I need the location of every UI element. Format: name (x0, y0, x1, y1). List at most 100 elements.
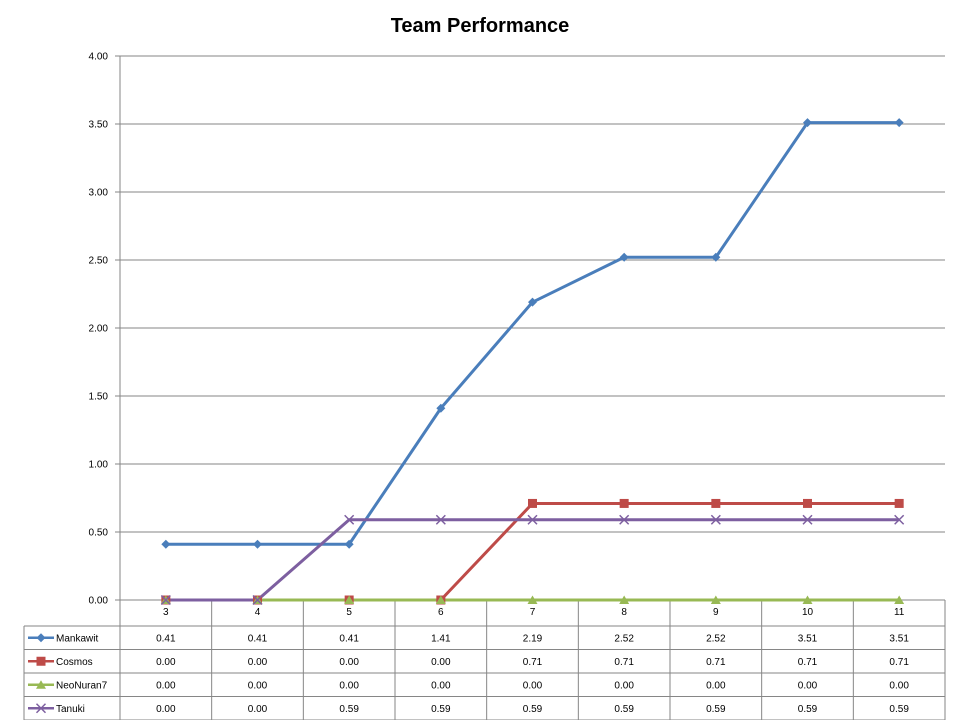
table-value-cell: 0.71 (798, 657, 818, 668)
data-point-mankawit (344, 539, 354, 549)
data-point-tanuki (344, 514, 355, 525)
data-point-neonuran7 (619, 595, 630, 604)
table-value-cell: 0.59 (431, 704, 451, 715)
table-value-cell: 0.71 (889, 657, 909, 668)
x-category-label: 7 (530, 607, 536, 618)
data-point-cosmos (894, 498, 904, 508)
marker-stroke (435, 514, 446, 525)
table-value-cell: 3.51 (889, 633, 909, 644)
data-point-neonuran7 (435, 595, 446, 604)
table-value-cell: 0.00 (523, 680, 543, 691)
table-value-cell: 0.00 (706, 680, 726, 691)
marker-stroke (710, 514, 721, 525)
table-value-cell: 0.59 (798, 704, 818, 715)
data-point-neonuran7 (894, 595, 905, 604)
legend-series-name: Cosmos (56, 657, 93, 668)
legend-key-marker (36, 633, 46, 643)
table-value-cell: 0.71 (523, 657, 543, 668)
marker-stroke (344, 514, 355, 525)
data-point-tanuki (252, 594, 263, 606)
marker-stroke (160, 594, 171, 606)
marker-stroke (35, 703, 47, 714)
y-tick-label: 3.00 (89, 188, 109, 199)
legend-key-mankawit (28, 633, 54, 643)
table-value-cell: 0.59 (706, 704, 726, 715)
table-value-cell: 0.00 (431, 680, 451, 691)
chart-title: Team Performance (391, 15, 570, 37)
x-category-label: 11 (894, 607, 905, 618)
legend-key-marker (36, 680, 46, 689)
y-tick-label: 2.50 (89, 256, 109, 267)
data-point-neonuran7 (710, 595, 721, 604)
data-point-mankawit (619, 252, 629, 262)
table-value-cell: 0.00 (156, 657, 176, 668)
table-value-cell: 0.00 (156, 704, 176, 715)
x-category-label: 4 (255, 607, 261, 618)
data-point-mankawit (711, 252, 721, 262)
series-line-mankawit (165, 121, 900, 546)
y-tick-label: 0.00 (89, 596, 109, 607)
table-value-cell: 0.00 (248, 680, 268, 691)
table-value-cell: 1.41 (431, 633, 451, 644)
data-point-tanuki (619, 514, 630, 525)
table-value-cell: 0.00 (248, 704, 268, 715)
legend-key-cosmos (28, 656, 54, 666)
marker-stroke (619, 514, 630, 525)
table-value-cell: 2.52 (614, 633, 634, 644)
marker-stroke (894, 514, 905, 525)
table-value-cell: 3.51 (798, 633, 818, 644)
table-value-cell: 0.41 (156, 633, 176, 644)
table-value-cell: 0.59 (889, 704, 909, 715)
y-tick-label: 3.50 (89, 120, 109, 131)
series-lines (165, 121, 900, 602)
data-point-tanuki (802, 514, 813, 525)
legend-key-neonuran7 (28, 680, 54, 689)
x-category-label: 8 (621, 607, 627, 618)
data-point-tanuki (527, 514, 538, 525)
data-point-neonuran7 (527, 595, 538, 604)
y-tick-label: 0.50 (89, 528, 109, 539)
x-category-label: 9 (713, 607, 719, 618)
data-point-cosmos (711, 498, 721, 508)
table-value-cell: 0.41 (339, 633, 359, 644)
marker-stroke (252, 594, 263, 606)
y-tick-label: 4.00 (89, 52, 109, 63)
legend-series-name: Mankawit (56, 633, 98, 644)
series-markers (160, 118, 905, 606)
data-point-mankawit (894, 118, 904, 128)
legend-key-tanuki (28, 703, 54, 714)
marker-stroke (527, 514, 538, 525)
table-value-cell: 0.00 (431, 657, 451, 668)
data-point-cosmos (528, 498, 537, 508)
data-point-tanuki (710, 514, 721, 525)
legend-key-marker (36, 656, 46, 666)
gridlines (119, 55, 945, 601)
table-value-cell: 0.00 (248, 657, 268, 668)
data-point-tanuki (894, 514, 905, 525)
legend-key-marker (35, 703, 47, 714)
x-category-label: 10 (802, 607, 814, 618)
table-value-cell: 0.00 (798, 680, 818, 691)
y-tick-label: 2.00 (89, 324, 109, 335)
y-tick-label: 1.00 (89, 460, 109, 471)
data-point-mankawit (253, 539, 262, 549)
y-tick-label: 1.50 (89, 392, 109, 403)
table-value-cell: 0.00 (339, 680, 359, 691)
x-category-label: 5 (346, 607, 352, 618)
x-category-label: 6 (438, 607, 444, 618)
table-value-cell: 0.71 (614, 657, 634, 668)
table-value-cell: 0.59 (614, 704, 634, 715)
legend-series-name: Tanuki (56, 704, 85, 715)
data-point-mankawit (528, 297, 537, 307)
table-value-cell: 0.00 (614, 680, 634, 691)
table-value-cell: 0.41 (248, 633, 268, 644)
data-point-tanuki (435, 514, 446, 525)
x-category-label: 3 (163, 607, 169, 618)
table-value-cell: 0.71 (706, 657, 726, 668)
data-point-neonuran7 (344, 595, 355, 604)
y-axis-ticks: 0.00 0.50 1.00 1.50 2.00 2.50 3.00 3.50 4.00 (89, 52, 120, 607)
data-point-cosmos (619, 498, 629, 508)
data-point-neonuran7 (802, 595, 813, 604)
